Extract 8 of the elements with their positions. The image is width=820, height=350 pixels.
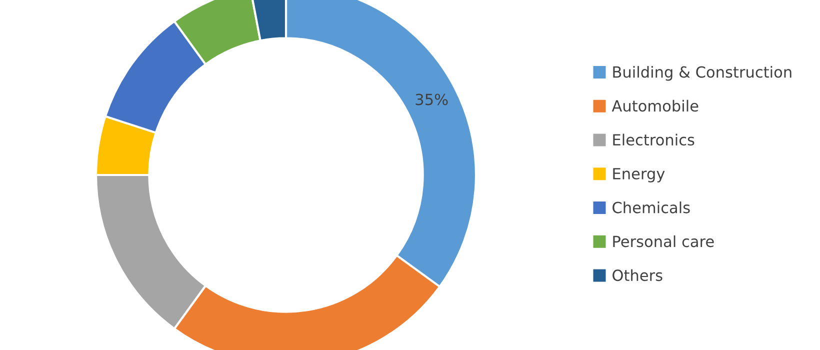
legend-label: Personal care [613,235,714,248]
legend-label: Energy [613,168,665,182]
legend-label: Electronics [613,134,694,146]
legend-label: Chemicals [612,201,690,214]
legend-label: Others [612,269,662,282]
legend-label: Building & Construction [613,66,792,81]
legend-label: Automobile [612,100,698,112]
data-label: 35% [416,94,448,106]
